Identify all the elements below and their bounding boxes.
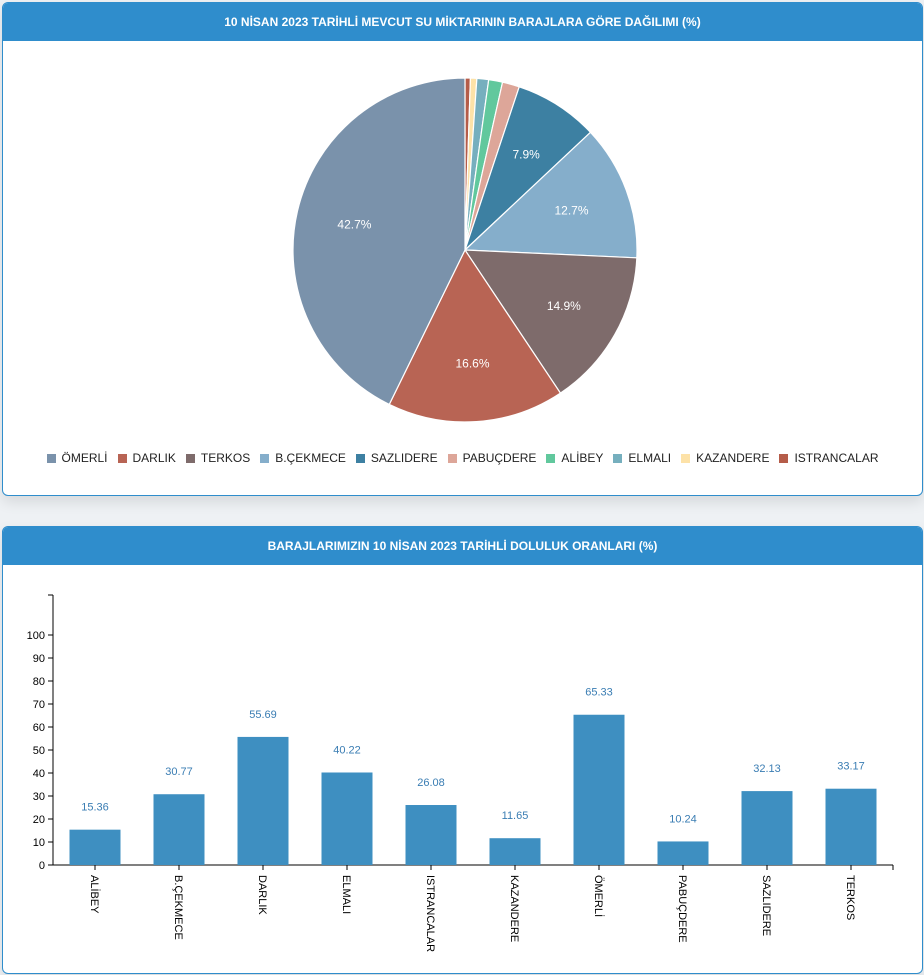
pie-slice-darlik[interactable] <box>388 248 562 423</box>
legend-swatch <box>260 453 270 463</box>
bar-value-label-pabucdere: 10.24 <box>669 813 697 825</box>
bar-value-label-kazandere: 11.65 <box>502 810 529 822</box>
legend-swatch <box>613 453 623 463</box>
legend-label: DARLIK <box>132 451 176 465</box>
x-tick-label-pabucdere: PABUÇDERE <box>676 875 688 943</box>
x-tick-label-terkos: TERKOS <box>844 875 856 920</box>
bar-b-cekmece[interactable] <box>153 794 205 865</box>
y-tick-label: 50 <box>33 745 45 757</box>
pie-data-label-sazlidere: 7.9% <box>513 147 541 161</box>
y-tick-label: 70 <box>33 699 45 711</box>
x-tick-label-omerli: ÖMERLİ <box>592 875 605 917</box>
pie-slice-terkos[interactable] <box>463 249 638 394</box>
bar-terkos[interactable] <box>825 788 877 865</box>
y-tick-label: 10 <box>33 837 45 849</box>
legend-label: ÖMERLİ <box>61 451 108 465</box>
pie-legend: ÖMERLİ DARLIK TERKOS B.ÇEKMECE SAZLIDERE PABU… <box>3 451 922 465</box>
pie-data-label-b-cekmece: 12.7% <box>554 204 588 218</box>
fill-rate-card-title: BARAJLARIMIZIN 10 NİSAN 2023 TARİHLİ DOL… <box>3 527 922 565</box>
y-tick-label: 20 <box>33 814 45 826</box>
y-tick-label: 100 <box>27 630 45 642</box>
legend-item-pabucdere[interactable]: PABUÇDERE <box>447 451 537 465</box>
legend-swatch <box>117 453 127 463</box>
pie-chart: 7.9% 12.7% 14.9% 16.6% 42.7% <box>292 77 638 423</box>
y-tick-label: 40 <box>33 768 45 780</box>
legend-item-terkos[interactable]: TERKOS <box>185 451 251 465</box>
legend-label: PABUÇDERE <box>462 451 537 465</box>
legend-label: ELMALI <box>628 451 672 465</box>
bar-value-label-alibey: 15.36 <box>81 802 109 814</box>
legend-label: KAZANDERE <box>696 451 770 465</box>
bar-istrancalar[interactable] <box>405 805 457 865</box>
bar-kazandere[interactable] <box>489 838 541 865</box>
y-tick-label: 90 <box>33 653 45 665</box>
bar-chart: 0 10 20 30 40 50 60 70 80 90 100 15.36 ALİBEY 30.77 B.… <box>27 594 894 952</box>
legend-swatch <box>681 453 691 463</box>
legend-label: B.ÇEKMECE <box>275 451 346 465</box>
bar-elmali[interactable] <box>321 772 373 865</box>
y-tick-label: 60 <box>33 722 45 734</box>
bar-omerli[interactable] <box>573 714 625 865</box>
bar-value-label-elmali: 40.22 <box>333 744 361 756</box>
legend-label: SAZLIDERE <box>370 451 438 465</box>
y-tick-label: 0 <box>39 860 45 872</box>
y-tick-label: 30 <box>33 791 45 803</box>
distribution-card-title: 10 NİSAN 2023 TARİHLİ MEVCUT SU MİKTARIN… <box>3 3 922 41</box>
distribution-card: 10 NİSAN 2023 TARİHLİ MEVCUT SU MİKTARIN… <box>2 2 923 496</box>
legend-label: TERKOS <box>200 451 251 465</box>
bar-darlik[interactable] <box>237 736 289 865</box>
legend-swatch <box>447 453 457 463</box>
pie-data-label-omerli: 42.7% <box>337 217 371 231</box>
bar-alibey[interactable] <box>69 829 121 865</box>
pie-slice-omerli[interactable] <box>292 77 466 406</box>
legend-swatch <box>46 453 56 463</box>
legend-swatch <box>355 453 365 463</box>
bar-value-label-sazlidere: 32.13 <box>753 763 781 775</box>
x-tick-label-istrancalar: ISTRANCALAR <box>424 875 436 952</box>
fill-rate-card: BARAJLARIMIZIN 10 NİSAN 2023 TARİHLİ DOL… <box>2 526 923 974</box>
legend-item-alibey[interactable]: ALİBEY <box>546 451 603 465</box>
bar-value-label-terkos: 33.17 <box>837 761 865 773</box>
x-tick-label-elmali: ELMALI <box>340 875 352 914</box>
legend-item-darlik[interactable]: DARLIK <box>117 451 176 465</box>
legend-item-kazandere[interactable]: KAZANDERE <box>681 451 769 465</box>
bar-value-label-istrancalar: 26.08 <box>417 777 445 789</box>
bar-value-label-b-cekmece: 30.77 <box>165 766 193 778</box>
legend-swatch <box>779 453 789 463</box>
legend-swatch <box>546 453 556 463</box>
x-tick-label-kazandere: KAZANDERE <box>508 875 520 942</box>
legend-item-b-cekmece[interactable]: B.ÇEKMECE <box>260 451 346 465</box>
pie-data-label-terkos: 14.9% <box>547 299 581 313</box>
pie-data-label-darlik: 16.6% <box>455 356 489 370</box>
x-tick-label-b-cekmece: B.ÇEKMECE <box>172 875 184 940</box>
legend-item-omerli[interactable]: ÖMERLİ <box>46 451 108 465</box>
bar-pabucdere[interactable] <box>657 841 709 865</box>
x-tick-label-sazlidere: SAZLIDERE <box>760 875 772 936</box>
legend-item-sazlidere[interactable]: SAZLIDERE <box>355 451 438 465</box>
legend-swatch <box>185 453 195 463</box>
x-tick-label-darlik: DARLIK <box>256 875 268 915</box>
x-tick-label-alibey: ALİBEY <box>88 875 101 914</box>
bar-value-label-omerli: 65.33 <box>585 687 613 699</box>
legend-label: ISTRANCALAR <box>794 451 879 465</box>
bar-sazlidere[interactable] <box>741 791 793 865</box>
pie-slice-b-cekmece[interactable] <box>463 131 638 259</box>
legend-item-elmali[interactable]: ELMALI <box>613 451 671 465</box>
legend-label: ALİBEY <box>561 451 604 465</box>
legend-item-istrancalar[interactable]: ISTRANCALAR <box>779 451 879 465</box>
bar-value-label-darlik: 55.69 <box>249 709 277 721</box>
y-tick-label: 80 <box>33 676 45 688</box>
